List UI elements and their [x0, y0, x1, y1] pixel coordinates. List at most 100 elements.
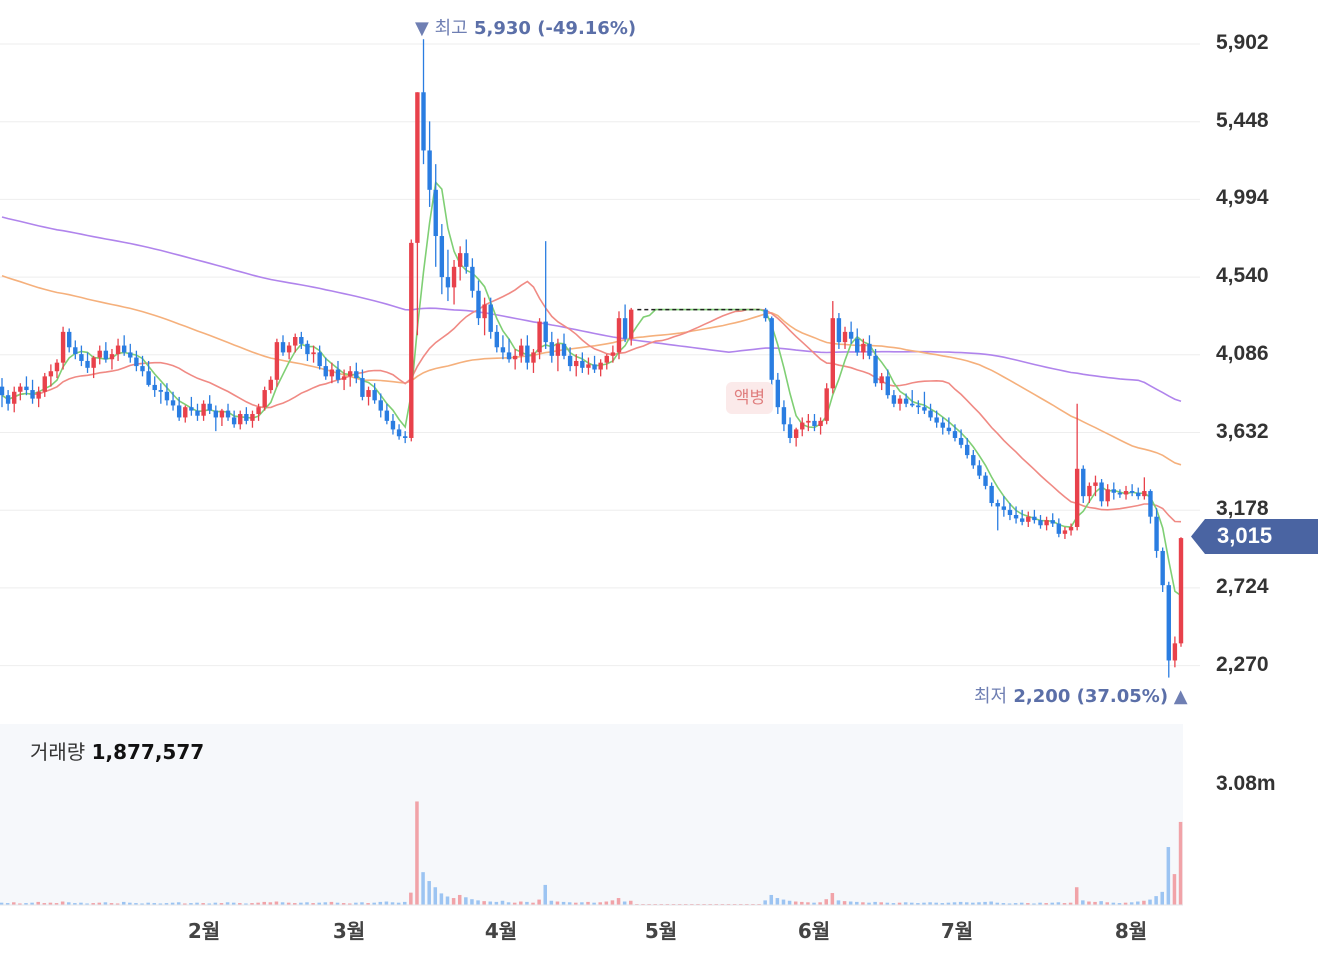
volume-bar [329, 901, 334, 905]
candle-body [54, 362, 60, 372]
volume-value: 1,877,577 [91, 740, 205, 764]
volume-bar [470, 899, 474, 905]
candle-body [115, 345, 121, 355]
volume-bar [977, 902, 981, 905]
volume-bar [598, 902, 602, 905]
candle-body [561, 343, 567, 356]
volume-bar [971, 902, 975, 905]
volume-bar [964, 902, 969, 905]
candle-body [415, 92, 420, 243]
volume-bar [989, 901, 993, 905]
candle-body [946, 427, 952, 432]
volume-bar [299, 902, 303, 905]
candle-body [1178, 538, 1184, 644]
candle-body [903, 398, 909, 404]
volume-bar [592, 902, 596, 905]
candle-body [372, 390, 377, 401]
volume-bar [384, 901, 389, 905]
candle-body [335, 369, 341, 380]
volume-bar [134, 903, 138, 905]
volume-bar [537, 899, 541, 905]
candle-body [500, 347, 506, 353]
price-tick-label: 5,448 [1216, 108, 1269, 132]
volume-bar [390, 902, 395, 905]
candle-body [48, 371, 54, 377]
volume-bar [415, 801, 419, 905]
volume-bar [262, 901, 266, 905]
candle-body [775, 379, 781, 408]
volume-bar [775, 898, 780, 905]
candle-body [885, 376, 890, 396]
candle-body [1123, 491, 1129, 495]
candle-body [531, 352, 536, 363]
volume-bar [549, 900, 554, 905]
candle-body [146, 371, 151, 385]
candle-body [848, 331, 854, 339]
candle-body [176, 405, 182, 418]
volume-axis-tick: 3.08m [1216, 772, 1276, 795]
candle-body [916, 405, 921, 408]
volume-label: 거래량 1,877,577 [30, 736, 204, 765]
volume-bar [366, 903, 370, 905]
current-price-value: 3,015 [1217, 523, 1273, 548]
volume-bar [519, 901, 523, 905]
volume-bar [1166, 847, 1171, 905]
candle-body [1099, 482, 1104, 502]
candle-body [812, 420, 817, 426]
volume-bar [317, 902, 321, 905]
candle-body [12, 391, 17, 404]
volume-bar [231, 902, 236, 905]
candle-body [207, 403, 212, 411]
volume-bar [421, 872, 425, 905]
candle-body [1172, 643, 1178, 661]
candle-body [830, 318, 835, 389]
candle-body [1026, 516, 1031, 522]
price-tick-label: 5,902 [1216, 31, 1269, 54]
volume-bar [995, 902, 1000, 905]
candle-body [0, 386, 5, 396]
candle-body [482, 304, 487, 319]
candle-body [109, 354, 115, 360]
candle-body [402, 436, 408, 438]
candle-body [421, 92, 426, 151]
volume-bar [1038, 902, 1042, 905]
volume-bar [1160, 891, 1164, 905]
candle-body [842, 331, 848, 343]
volume-bar [787, 900, 792, 905]
volume-bar [250, 903, 254, 905]
volume-bar [555, 901, 560, 905]
candle-body [983, 475, 988, 486]
event-badge[interactable]: 액병 [726, 382, 773, 414]
volume-bar [164, 903, 169, 905]
volume-bar [580, 902, 584, 905]
volume-bar [1062, 903, 1067, 905]
volume-bar [79, 902, 83, 905]
volume-bar [1044, 903, 1048, 905]
candle-body [586, 364, 591, 368]
candle-body [5, 395, 11, 404]
candle-body [311, 352, 316, 355]
volume-bar [629, 900, 633, 905]
candle-body [1044, 520, 1049, 526]
volume-bar [1154, 896, 1158, 905]
candle-body [158, 390, 164, 392]
volume-bar [225, 902, 230, 905]
candle-body [286, 345, 292, 353]
candle-body [476, 290, 481, 319]
volume-bar [152, 903, 157, 905]
volume-bar [561, 901, 566, 905]
volume-bar [378, 901, 383, 905]
candle-body [244, 414, 249, 421]
month-tick-label: 7월 [940, 919, 974, 943]
candle-body [1062, 530, 1068, 534]
candle-body [396, 429, 402, 437]
volume-bar [867, 902, 871, 905]
volume-bar [1032, 903, 1036, 905]
candle-body [329, 369, 335, 377]
volume-bar [115, 903, 120, 905]
volume-bar [525, 901, 529, 905]
volume-bar [445, 896, 450, 905]
candle-body [543, 321, 548, 343]
